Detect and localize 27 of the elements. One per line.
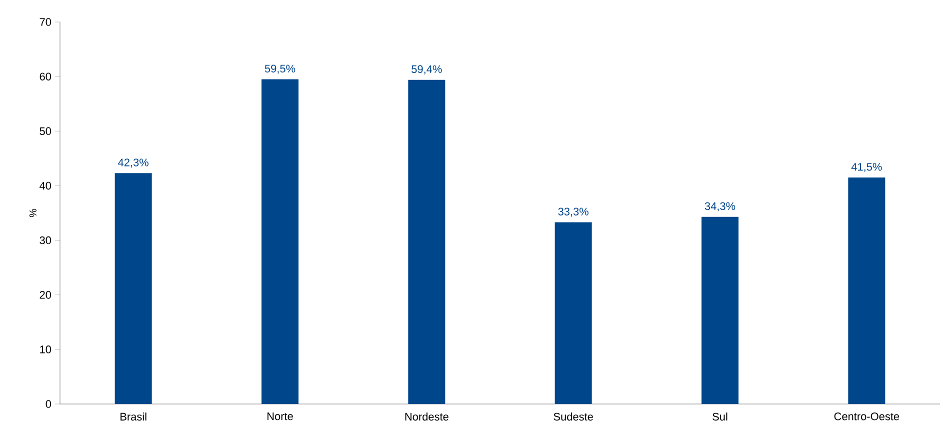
data-label: 59,4%	[412, 65, 442, 74]
data-label: 33,3%	[558, 208, 588, 217]
bar	[554, 222, 592, 404]
y-tick-label: 20	[40, 290, 52, 299]
y-tick-label: 30	[40, 236, 52, 244]
bar	[262, 79, 299, 404]
data-label: 41,5%	[851, 163, 882, 172]
x-tick-label: Sudeste	[554, 412, 593, 421]
x-tick-label: Brasil	[120, 412, 146, 421]
data-label: 34,3%	[704, 202, 736, 212]
x-tick-label: Nordeste	[405, 412, 448, 421]
y-tick-label: 10	[40, 346, 52, 354]
y-axis-title: %	[29, 208, 36, 218]
y-tick-label: 40	[40, 182, 52, 190]
bar	[702, 216, 739, 404]
x-tick-label: Norte	[268, 412, 293, 420]
x-tick-label: Sul	[712, 412, 728, 421]
y-tick-label: 0	[46, 400, 52, 408]
data-label: 59,5%	[264, 64, 296, 74]
data-label: 42,3%	[118, 158, 148, 168]
y-tick-label: 50	[40, 127, 52, 136]
bar	[114, 173, 152, 404]
y-tick-label: 60	[40, 72, 52, 80]
y-tick-label: 70	[40, 18, 52, 26]
x-tick-label: Centro-Oeste	[834, 412, 900, 420]
bar	[848, 178, 886, 404]
bar	[408, 80, 446, 404]
